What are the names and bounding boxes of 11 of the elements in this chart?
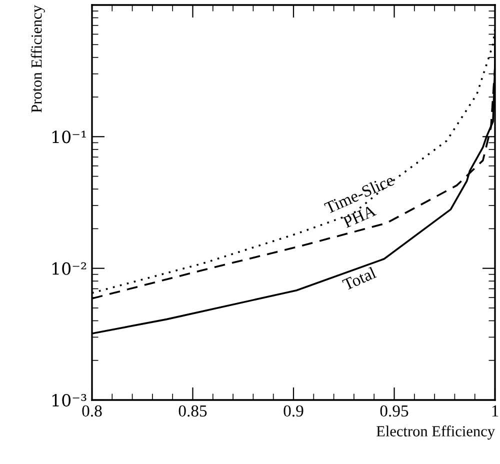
text: Total (342, 266, 377, 291)
x-tick-label: 0.95 (380, 405, 408, 417)
x-axis-title: Electron Efficiency (376, 426, 495, 440)
x-tick-label: 0.85 (178, 405, 207, 417)
y-axis-title: Proton Efficiency (30, 5, 45, 112)
y-tick-label: 10⁻² (52, 262, 86, 275)
x-tick-label: 0.9 (284, 405, 304, 417)
y-tick-label: 10⁻³ (52, 394, 86, 407)
x-tick-label: 1 (492, 405, 498, 416)
y-tick-label: 10⁻¹ (52, 130, 86, 144)
x-tick-label: 0.8 (82, 405, 102, 417)
